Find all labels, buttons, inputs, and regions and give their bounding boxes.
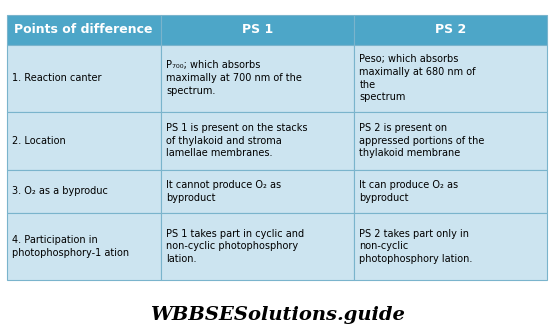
Text: Points of difference: Points of difference (14, 23, 153, 37)
Bar (354, 213, 547, 280)
Bar (161, 15, 354, 45)
Text: Peso; which absorbs
maximally at 680 nm of
the
spectrum: Peso; which absorbs maximally at 680 nm … (360, 54, 476, 103)
Bar (354, 112, 547, 170)
Text: PS 2: PS 2 (435, 23, 466, 37)
Text: It can produce O₂ as
byproduct: It can produce O₂ as byproduct (360, 180, 459, 203)
Text: It cannot produce O₂ as
byproduct: It cannot produce O₂ as byproduct (166, 180, 281, 203)
Bar (7, 112, 161, 170)
Bar (161, 112, 354, 170)
Bar (354, 15, 547, 45)
Text: 1. Reaction canter: 1. Reaction canter (12, 73, 102, 83)
Text: PS 1 takes part in cyclic and
non-cyclic photophosphory
lation.: PS 1 takes part in cyclic and non-cyclic… (166, 229, 304, 264)
Text: PS 1: PS 1 (242, 23, 273, 37)
Bar (354, 170, 547, 213)
Text: WBBSESolutions.guide: WBBSESolutions.guide (150, 306, 404, 324)
Bar (7, 45, 161, 112)
Text: P₇₀₀; which absorbs
maximally at 700 nm of the
spectrum.: P₇₀₀; which absorbs maximally at 700 nm … (166, 61, 302, 96)
Bar (354, 45, 547, 112)
Bar (161, 213, 354, 280)
Text: 4. Participation in
photophosphory-1 ation: 4. Participation in photophosphory-1 ati… (12, 235, 129, 258)
Text: PS 2 is present on
appressed portions of the
thylakoid membrane: PS 2 is present on appressed portions of… (360, 123, 485, 159)
Bar (161, 170, 354, 213)
Bar (7, 15, 161, 45)
Text: PS 1 is present on the stacks
of thylakoid and stroma
lamellae membranes.: PS 1 is present on the stacks of thylako… (166, 123, 308, 159)
Bar (7, 213, 161, 280)
Text: PS 2 takes part only in
non-cyclic
photophosphory lation.: PS 2 takes part only in non-cyclic photo… (360, 229, 473, 264)
Text: 3. O₂ as a byproduc: 3. O₂ as a byproduc (12, 186, 108, 196)
Text: 2. Location: 2. Location (12, 136, 66, 146)
Bar (161, 45, 354, 112)
Bar (7, 170, 161, 213)
